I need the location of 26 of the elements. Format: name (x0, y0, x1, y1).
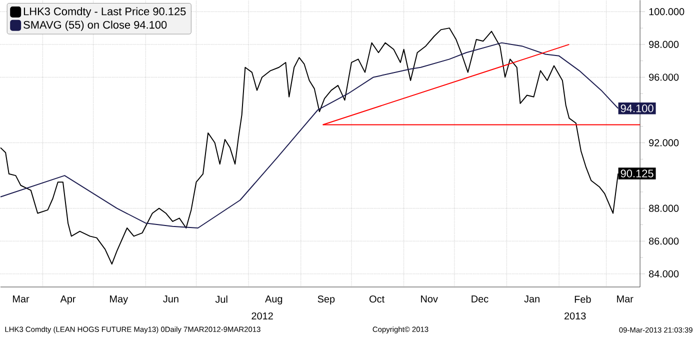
y-tick-label: 88.000 (649, 204, 679, 212)
x-tick-label: Mar (12, 296, 30, 302)
data-label: 90.125 (620, 170, 654, 178)
x-tick-label: Aug (265, 296, 282, 304)
x-tick-label: Oct (370, 296, 384, 303)
x-tick-label: Dec (472, 296, 488, 302)
y-tick-label: 86.000 (649, 238, 679, 245)
y-tick-label: 96.000 (649, 74, 679, 81)
x-tick-label: Jul (215, 296, 228, 303)
text: 2012 (252, 312, 273, 320)
y-tick-label: 92.000 (649, 139, 679, 146)
text: 2013 (564, 312, 586, 320)
y-tick-label: 98.000 (649, 40, 679, 48)
x-tick-label: Jan (524, 296, 540, 302)
y-tick-label: 84.000 (649, 270, 679, 278)
legend-label: LHK3 Comdty - Last Price 90.125 (24, 7, 186, 18)
data-label: 94.100 (620, 104, 654, 112)
x-tick-label: Sep (318, 296, 335, 305)
x-tick-label: Apr (60, 296, 76, 304)
x-tick-label: Feb (574, 296, 591, 303)
x-tick-label: Jun (163, 296, 178, 302)
x-tick-label: Nov (421, 296, 438, 302)
y-tick-label: 100.000 (649, 8, 684, 16)
x-tick-label: May (110, 296, 128, 304)
legend-label: SMAVG (55) on Close 94.100 (24, 20, 167, 31)
x-tick-label: Mar (617, 296, 634, 302)
